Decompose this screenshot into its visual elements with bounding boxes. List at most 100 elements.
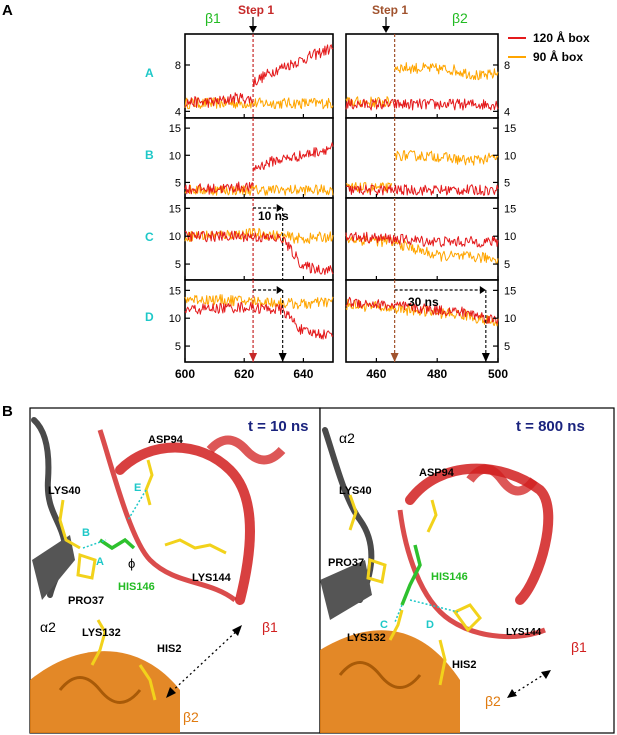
time-annotation-left: 10 ns <box>258 209 289 223</box>
strand-label-left: β1 <box>205 10 221 26</box>
label-dist-d-right: D <box>426 619 434 631</box>
residue-lys40-left <box>58 499 81 550</box>
residue-asp94-right <box>426 499 438 533</box>
residue-lys132-left <box>90 619 107 666</box>
label-lys144-right: LYS144 <box>506 627 542 638</box>
panel-label-b: B <box>2 403 13 420</box>
x-tick-label-d-right-1: 480 <box>427 367 447 381</box>
time-label-left: t = 10 ns <box>248 418 308 435</box>
y-tick-label-a-right-0: 4 <box>504 106 510 118</box>
y-tick-label-d-left-2: 15 <box>169 285 181 297</box>
series-120-d-left-seg0 <box>184 301 334 340</box>
x-tick-label-d-left-2: 640 <box>293 367 313 381</box>
residue-his2-right <box>438 639 447 686</box>
y-tick-label-a-left-1: 8 <box>175 60 181 72</box>
bottom-arrow-event-right <box>481 353 490 362</box>
time-label-right: t = 800 ns <box>516 418 585 435</box>
plot-frame-d-left <box>184 279 334 363</box>
y-tick-label-d-right-0: 5 <box>504 341 510 353</box>
series-90-c-left-seg0 <box>184 227 334 244</box>
panel-label-a: A <box>2 2 13 19</box>
coil-red-left <box>97 429 237 602</box>
label-b1-left: β1 <box>262 619 278 635</box>
chart-panels: 4 8 4 8 5 10 15 5 10 15 5 10 15 5 10 15 5 10 15 600 620 640 5 1… <box>169 33 516 381</box>
y-tick-label-c-left-0: 5 <box>175 259 181 271</box>
row-label-a: A <box>145 66 154 80</box>
label-his2-left: HIS2 <box>157 643 181 655</box>
bottom-arrow-event-left <box>278 353 287 362</box>
step-arrow-right-head <box>382 26 390 33</box>
helix-gray-right <box>320 560 372 620</box>
distance-arrow-left <box>167 627 241 696</box>
series-120-a-left-seg0 <box>184 92 254 108</box>
y-tick-label-c-right-1: 10 <box>504 231 516 243</box>
distance-arrow-left-head1 <box>232 625 242 636</box>
residue-pro37-left <box>76 552 97 580</box>
label-pro37-left: PRO37 <box>68 595 104 607</box>
y-tick-label-a-right-1: 8 <box>504 60 510 72</box>
label-a2-left: α2 <box>40 619 56 635</box>
row-label-b: B <box>145 148 154 162</box>
structure-left-labels: t = 10 ns ASP94 LYS40 E B A ϕ HIS146 LYS… <box>40 418 308 725</box>
helix-red-left <box>115 442 255 605</box>
y-tick-label-b-right-1: 10 <box>504 150 516 162</box>
helix-gray-left <box>32 535 75 600</box>
distance-arrow-right-head1 <box>541 670 551 679</box>
label-lys144-left: LYS144 <box>192 572 232 584</box>
residue-his2-left <box>138 664 157 701</box>
series-120-b-right-seg0 <box>345 184 499 196</box>
coil-red-right <box>397 509 546 639</box>
series-120-c-right-seg0 <box>345 231 499 248</box>
plot-frame-d-right <box>345 279 499 363</box>
step-label-left: Step 1 <box>238 3 274 17</box>
label-lys40-right: LYS40 <box>339 485 372 497</box>
helix-orange-turns-right <box>338 661 422 689</box>
series-120-a-right-seg0 <box>345 98 499 111</box>
distance-e-line-left <box>127 489 147 521</box>
legend-label-90: 90 Å box <box>533 49 583 64</box>
series-90-b-right-seg1 <box>394 150 499 166</box>
helix-red-turns-right <box>466 464 538 496</box>
distance-b-line-left <box>82 539 107 549</box>
time-arrow-head-c-left <box>276 204 283 212</box>
distance-d-line-right <box>409 599 459 613</box>
time-arrow-head-d-right <box>479 286 486 294</box>
y-tick-label-b-left-2: 15 <box>169 123 181 135</box>
series-120-b-left-seg1 <box>252 142 334 172</box>
series-90-a-right-seg1 <box>394 62 499 81</box>
residue-his146-right <box>400 544 422 606</box>
label-b1-right: β1 <box>571 639 587 655</box>
label-asp94-left: ASP94 <box>148 434 184 446</box>
bottom-arrow-step-left <box>249 353 258 362</box>
y-tick-label-a-left-0: 4 <box>175 106 181 118</box>
series-120-c-left-seg0 <box>185 230 334 275</box>
distance-arrow-left-head2 <box>166 687 176 698</box>
helix-orange-right <box>320 630 460 733</box>
y-tick-label-c-right-2: 15 <box>504 203 516 215</box>
y-tick-label-d-right-2: 15 <box>504 285 516 297</box>
legend-label-120: 120 Å box <box>533 30 590 45</box>
y-tick-label-d-right-1: 10 <box>504 313 516 325</box>
y-tick-label-b-right-2: 15 <box>504 123 516 135</box>
series-120-d-right-seg0 <box>345 296 499 324</box>
residue-lys144-right <box>452 603 482 633</box>
residue-lys144-left <box>164 538 227 555</box>
step-arrow-left-head <box>249 26 257 33</box>
y-tick-label-b-left-0: 5 <box>175 177 181 189</box>
y-tick-label-d-left-1: 10 <box>169 313 181 325</box>
helix-orange-turns-left <box>58 676 142 704</box>
label-b2-right: β2 <box>485 693 501 709</box>
label-asp94-right: ASP94 <box>419 467 455 479</box>
x-tick-label-d-right-2: 500 <box>488 367 508 381</box>
structure-right <box>320 427 554 733</box>
structure-left <box>30 417 286 733</box>
label-dist-a-left: A <box>96 556 104 568</box>
label-lys132-right: LYS132 <box>347 632 386 644</box>
y-tick-label-b-left-1: 10 <box>169 150 181 162</box>
series-90-a-left-seg0 <box>184 97 334 110</box>
row-label-c: C <box>145 230 154 244</box>
label-his2-right: HIS2 <box>452 659 476 671</box>
label-pro37-right: PRO37 <box>328 557 364 569</box>
structure-right-labels: t = 800 ns α2 ASP94 LYS40 PRO37 HIS146 C… <box>328 418 587 709</box>
label-b2-left: β2 <box>183 709 199 725</box>
